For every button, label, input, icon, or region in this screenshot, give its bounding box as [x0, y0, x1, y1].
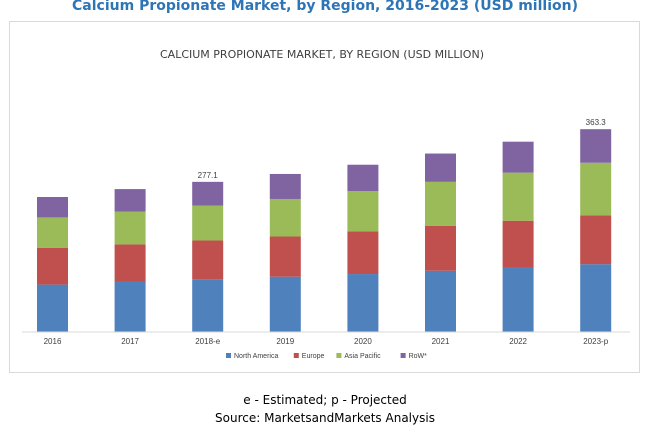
- legend-swatch-asia-pacific: [336, 353, 342, 358]
- bar-segment-asia-pacific-2017: [114, 211, 146, 245]
- bar-segment-europe-2023-p: [580, 215, 612, 265]
- legend-label-europe: Europe: [302, 353, 325, 360]
- bar-segment-north-america-2021: [425, 270, 456, 332]
- x-tick-label-2021: 2021: [432, 337, 450, 346]
- chart-title: CALCIUM PROPIONATE MARKET, BY REGION (US…: [160, 48, 484, 61]
- x-tick-label-2022: 2022: [509, 337, 527, 346]
- bar-segment-row-2021: [425, 153, 456, 182]
- bar-segment-asia-pacific-2022: [502, 172, 534, 221]
- bar-segment-europe-2022: [502, 220, 534, 268]
- bar-segment-europe-2017: [114, 244, 146, 282]
- chart-frame: CALCIUM PROPIONATE MARKET, BY REGION (US…: [9, 21, 640, 373]
- bar-segment-europe-2018-e: [192, 240, 224, 280]
- bar-segment-north-america-2016: [37, 284, 68, 332]
- bar-segment-row-2018-e: [192, 181, 224, 206]
- page-title: Calcium Propionate Market, by Region, 20…: [72, 0, 578, 14]
- x-tick-label-2019: 2019: [276, 337, 294, 346]
- footnote-source: Source: MarketsandMarkets Analysis: [215, 411, 435, 425]
- footnote-estimated-projected: e - Estimated; p - Projected: [243, 393, 407, 407]
- bar-segment-row-2020: [347, 164, 379, 192]
- bar-segment-asia-pacific-2021: [425, 181, 456, 226]
- data-labels: 277.1 363.3: [198, 118, 607, 180]
- bar-segment-row-2023-p: [580, 129, 612, 163]
- bar-segment-north-america-2018-e: [192, 279, 224, 332]
- bar-segment-asia-pacific-2016: [37, 217, 68, 248]
- bar-segment-europe-2020: [347, 231, 379, 275]
- legend: North America Europe Asia Pacific RoW*: [226, 353, 427, 360]
- x-tick-label-2023-p: 2023-p: [583, 337, 608, 346]
- x-tick-label-2020: 2020: [354, 337, 372, 346]
- x-tick-label-2018-e: 2018-e: [195, 337, 220, 346]
- bar-segment-europe-2019: [269, 236, 301, 277]
- bar-segment-north-america-2017: [114, 281, 146, 332]
- bar-segment-asia-pacific-2023-p: [580, 162, 612, 216]
- data-label-2018-e: 277.1: [198, 171, 219, 180]
- bar-segment-north-america-2023-p: [580, 264, 612, 332]
- stacked-bar-chart: CALCIUM PROPIONATE MARKET, BY REGION (US…: [22, 48, 630, 360]
- bar-segment-row-2019: [269, 173, 301, 199]
- bar-segment-row-2022: [502, 141, 534, 173]
- x-tick-label-2016: 2016: [44, 337, 62, 346]
- bar-segment-north-america-2020: [347, 274, 379, 332]
- legend-label-asia-pacific: Asia Pacific: [344, 353, 381, 360]
- bar-segment-north-america-2019: [269, 276, 301, 332]
- bar-segment-europe-2021: [425, 225, 456, 271]
- bar-segment-asia-pacific-2018-e: [192, 205, 224, 241]
- legend-swatch-north-america: [226, 353, 231, 358]
- legend-swatch-row: [400, 353, 406, 358]
- bar-segment-row-2016: [37, 197, 68, 218]
- bar-segment-europe-2016: [37, 247, 68, 285]
- bar-segment-north-america-2022: [502, 267, 534, 332]
- bar-segment-asia-pacific-2019: [269, 198, 301, 237]
- data-label-2023-p: 363.3: [586, 118, 607, 127]
- legend-label-row: RoW*: [409, 353, 428, 360]
- bar-segment-asia-pacific-2020: [347, 191, 379, 232]
- legend-label-north-america: North America: [234, 353, 278, 360]
- bar-segment-row-2017: [114, 189, 146, 212]
- legend-swatch-europe: [293, 353, 299, 358]
- x-tick-label-2017: 2017: [121, 337, 139, 346]
- bars-layer: [37, 129, 612, 332]
- x-tick-labels: 2016 2017 2018-e 2019 2020 2021 2022 2023-p: [44, 337, 609, 346]
